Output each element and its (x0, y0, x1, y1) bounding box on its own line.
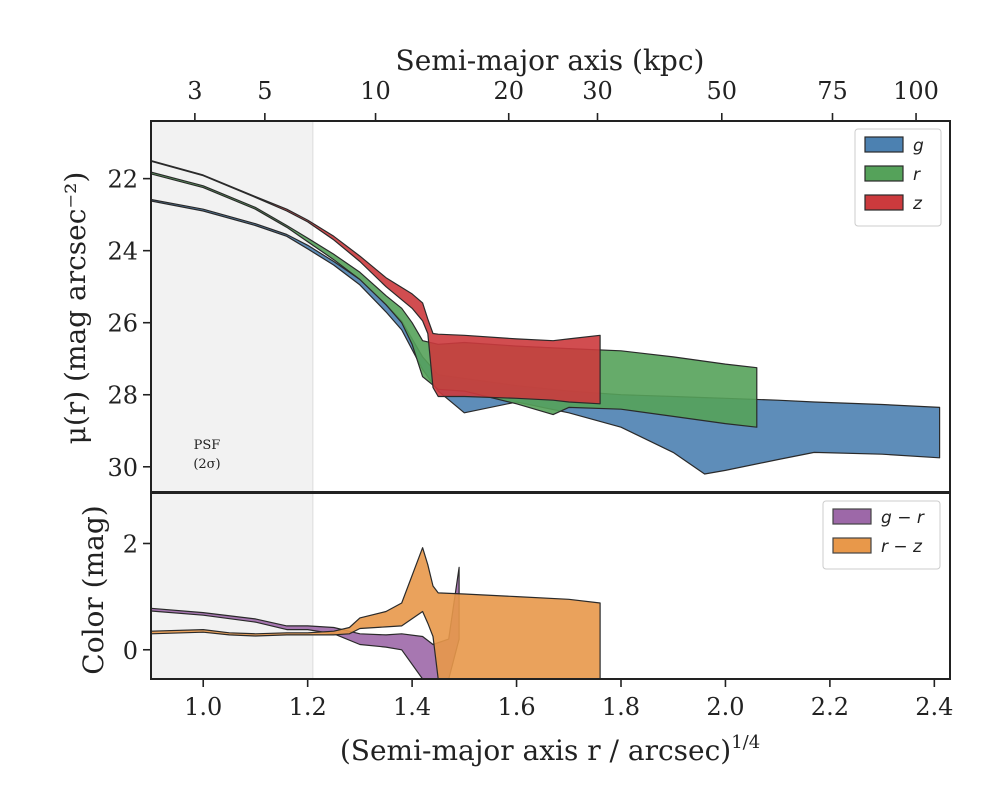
bottom-y-axis-label: Color (mag) (77, 505, 110, 674)
y-tick-label: 24 (107, 238, 138, 266)
surface-brightness-bands (151, 160, 941, 475)
top-x-tick-label: 30 (582, 77, 613, 105)
psf-shade (151, 121, 313, 679)
top-y-ticks: 22 24 26 28 30 (107, 166, 151, 482)
legend-label: r − z (881, 537, 923, 557)
x-tick-label: 2.2 (811, 693, 849, 721)
x-tick-label: 1.6 (497, 693, 535, 721)
x-tick-label: 2.0 (706, 693, 744, 721)
legend-swatch (864, 165, 904, 182)
x-tick-label: 1.8 (602, 693, 640, 721)
color-bands (151, 547, 601, 679)
band-z (151, 160, 601, 405)
x-tick-label: 1.4 (393, 693, 431, 721)
top-x-tick-label: 75 (817, 77, 848, 105)
top-x-tick-label: 10 (360, 77, 391, 105)
bottom-y-ticks: 02 (123, 530, 151, 665)
bottom-legend: g − r r − z (822, 500, 941, 570)
legend-swatch (864, 194, 904, 211)
top-x-tick-label: 100 (893, 77, 939, 105)
psf-region (151, 121, 314, 679)
top-x-tick-label: 5 (257, 77, 272, 105)
top-x-tick-label: 3 (187, 77, 202, 105)
x-tick-label: 2.4 (915, 693, 953, 721)
top-y-axis-label: μ(r) (mag arcsec⁻²) (59, 172, 92, 445)
legend-label: z (912, 194, 923, 214)
band-rz (151, 547, 601, 679)
psf-label: PSF (194, 438, 221, 453)
band-r (151, 171, 758, 428)
y-tick-label: 30 (107, 454, 138, 482)
top-x-tick-label: 20 (493, 77, 524, 105)
y-tick-label: 28 (107, 382, 138, 410)
top-x-tick-label: 50 (707, 77, 738, 105)
top-x-axis-label: Semi-major axis (kpc) (396, 44, 705, 77)
x-tick-label: 1.2 (289, 693, 327, 721)
legend-label: g (913, 136, 924, 156)
y-tick-label: 22 (107, 166, 138, 194)
psf-label-sigma: (2σ) (193, 457, 220, 472)
bottom-x-ticks: 1.0 1.2 1.4 1.6 1.8 2.0 2.2 2.4 (184, 679, 953, 721)
legend-label: r (913, 165, 921, 185)
y-tick-label: 0 (123, 637, 138, 665)
bottom-x-axis-label: (Semi-major axis r / arcsec)1/4 (340, 732, 760, 767)
x-tick-label: 1.0 (184, 693, 222, 721)
top-x-ticks-kpc: 3 5 10 20 30 50 75 100 (187, 77, 939, 121)
bottom-x-axis-label-sup: 1/4 (731, 732, 760, 753)
legend-swatch (864, 136, 904, 153)
top-legend: grz (854, 128, 942, 227)
y-tick-label: 26 (107, 310, 138, 338)
legend-label: g − r (881, 508, 925, 528)
y-tick-label: 2 (123, 530, 138, 558)
legend-swatch (832, 508, 872, 525)
bottom-panel-frame (150, 492, 951, 680)
legend-swatch (832, 537, 872, 554)
